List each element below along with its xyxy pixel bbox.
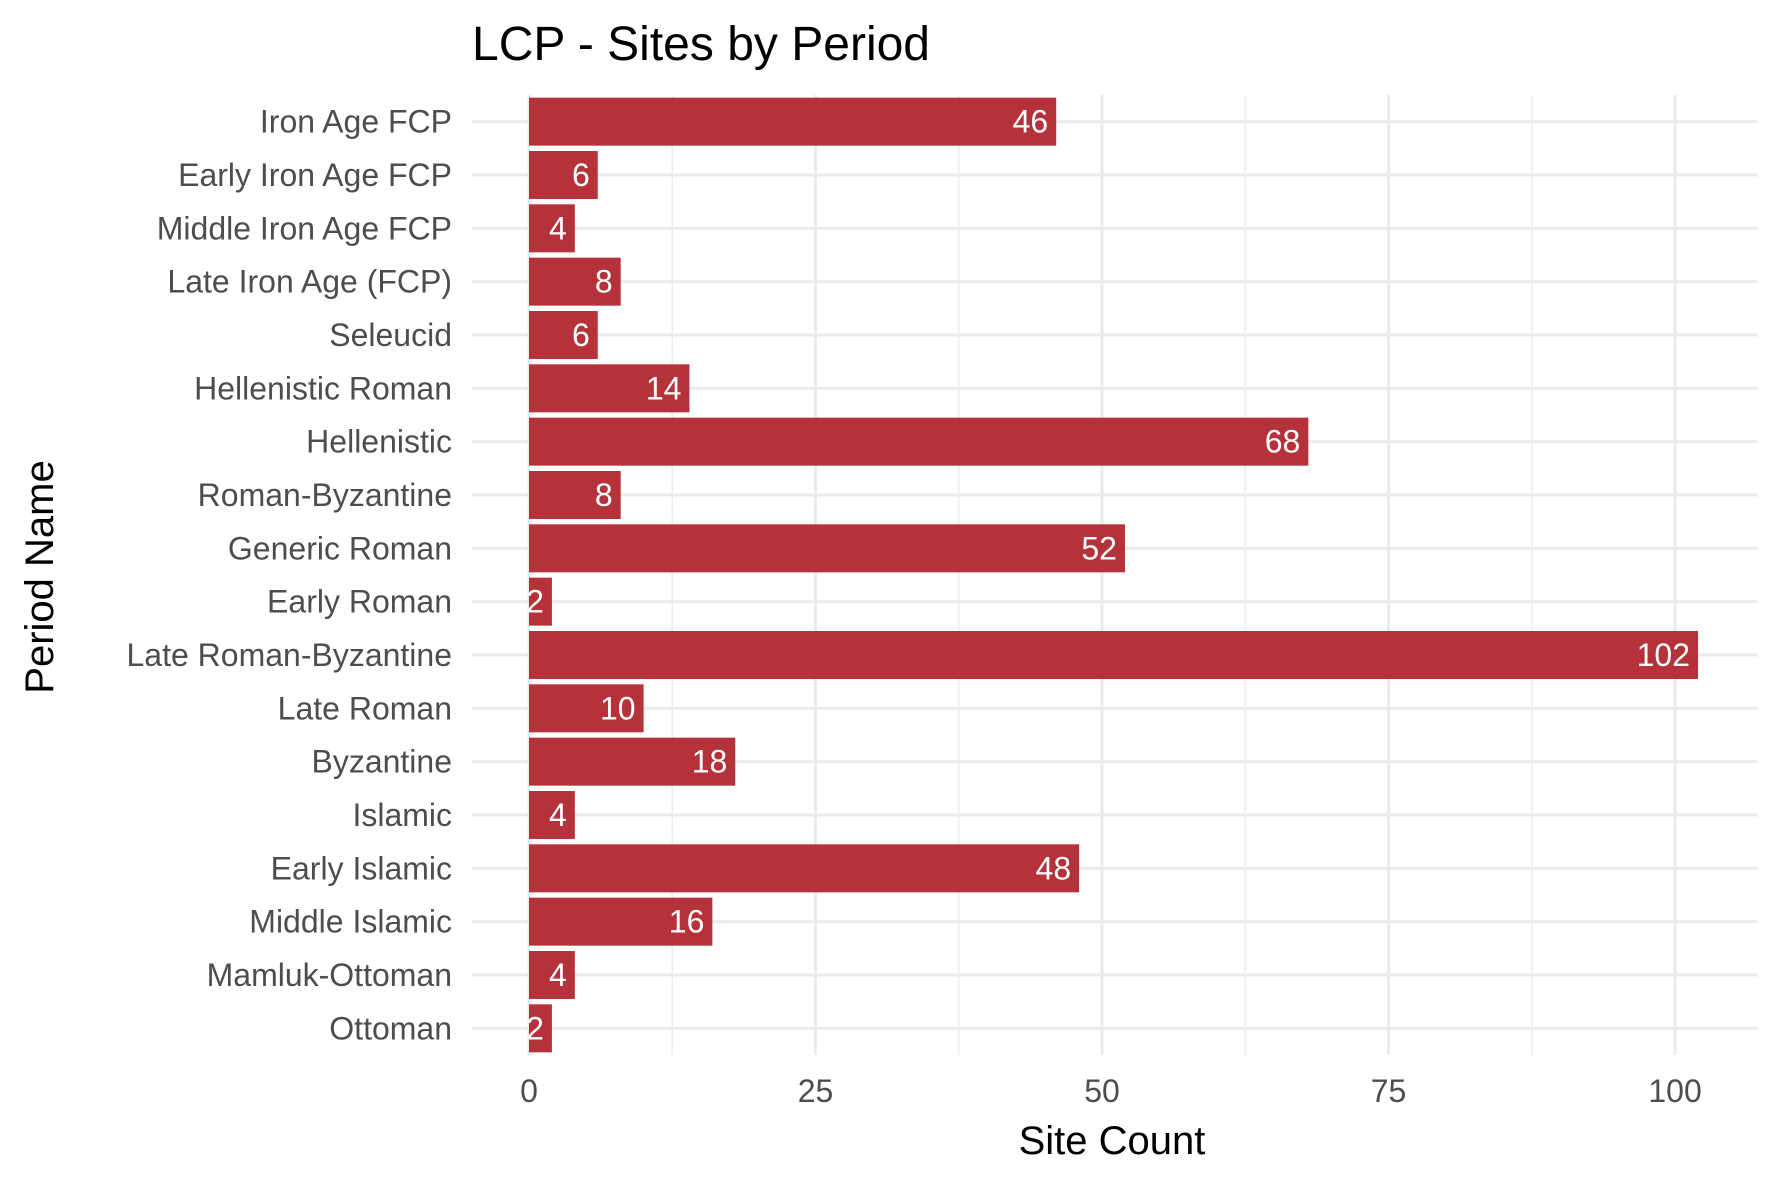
y-tick-label: Early Roman [267,584,452,620]
bar [529,471,621,519]
y-tick-label: Middle Iron Age FCP [157,210,452,246]
bar [529,684,644,733]
bar [529,737,736,786]
x-tick-label: 100 [1648,1073,1701,1109]
x-tick-label: 75 [1371,1073,1407,1109]
y-tick-label: Middle Islamic [249,904,452,940]
x-tick-label: 50 [1084,1073,1120,1109]
bar [529,364,690,413]
bar [529,844,1080,893]
bar-value-label: 6 [572,157,590,193]
bar-value-label: 46 [1013,104,1049,140]
bar [529,204,575,253]
bar-value-label: 18 [692,744,728,780]
y-axis-title: Period Name [18,460,62,693]
bar [529,951,575,999]
bar-value-label: 48 [1036,850,1072,886]
bar-value-label: 6 [572,317,590,353]
y-tick-label: Generic Roman [228,530,452,566]
bar [529,257,621,306]
y-tick-label: Seleucid [329,317,452,353]
bar [529,524,1125,573]
bar-value-label: 4 [549,797,567,833]
y-tick-label: Late Roman-Byzantine [126,637,452,673]
bar-value-label: 2 [526,584,544,620]
y-tick-label: Ottoman [329,1010,452,1046]
bar [529,897,713,946]
bar-value-label: 14 [646,370,682,406]
x-tick-label: 0 [520,1073,538,1109]
y-tick-label: Mamluk-Ottoman [207,957,452,993]
bar [529,577,552,626]
bar-value-label: 52 [1081,530,1117,566]
x-tick-label: 25 [798,1073,834,1109]
bar [529,311,598,359]
bars [529,97,1698,1053]
y-tick-label: Late Iron Age (FCP) [167,264,452,300]
bar-value-label: 4 [549,210,567,246]
chart-title: LCP - Sites by Period [472,18,930,71]
y-tick-label: Roman-Byzantine [198,477,452,513]
bar [529,791,575,839]
bar [529,1004,552,1053]
bar-value-label: 2 [526,1010,544,1046]
y-tick-label: Iron Age FCP [260,104,452,140]
y-tick-label: Early Islamic [271,850,452,886]
x-axis-title: Site Count [1019,1119,1206,1163]
bar [529,151,598,199]
bar-value-label: 8 [595,264,613,300]
bar-value-label: 102 [1637,637,1690,673]
x-axis-tick-labels: 0 25 50 75 100 [520,1073,1702,1109]
bar [529,97,1057,146]
y-tick-label: Hellenistic Roman [194,370,452,406]
bar-value-label: 8 [595,477,613,513]
y-tick-label: Byzantine [311,744,452,780]
y-tick-label: Hellenistic [306,424,452,460]
y-tick-label: Islamic [352,797,452,833]
y-axis-tick-labels: Iron Age FCP Early Iron Age FCP Middle Iro… [126,104,452,1047]
bar [529,417,1309,466]
y-tick-label: Early Iron Age FCP [178,157,452,193]
bar-value-label: 10 [600,690,636,726]
bar-value-label: 4 [549,957,567,993]
bar-value-label: 68 [1265,424,1301,460]
y-tick-label: Late Roman [278,690,452,726]
bar-value-label: 16 [669,904,705,940]
bar [529,631,1698,679]
